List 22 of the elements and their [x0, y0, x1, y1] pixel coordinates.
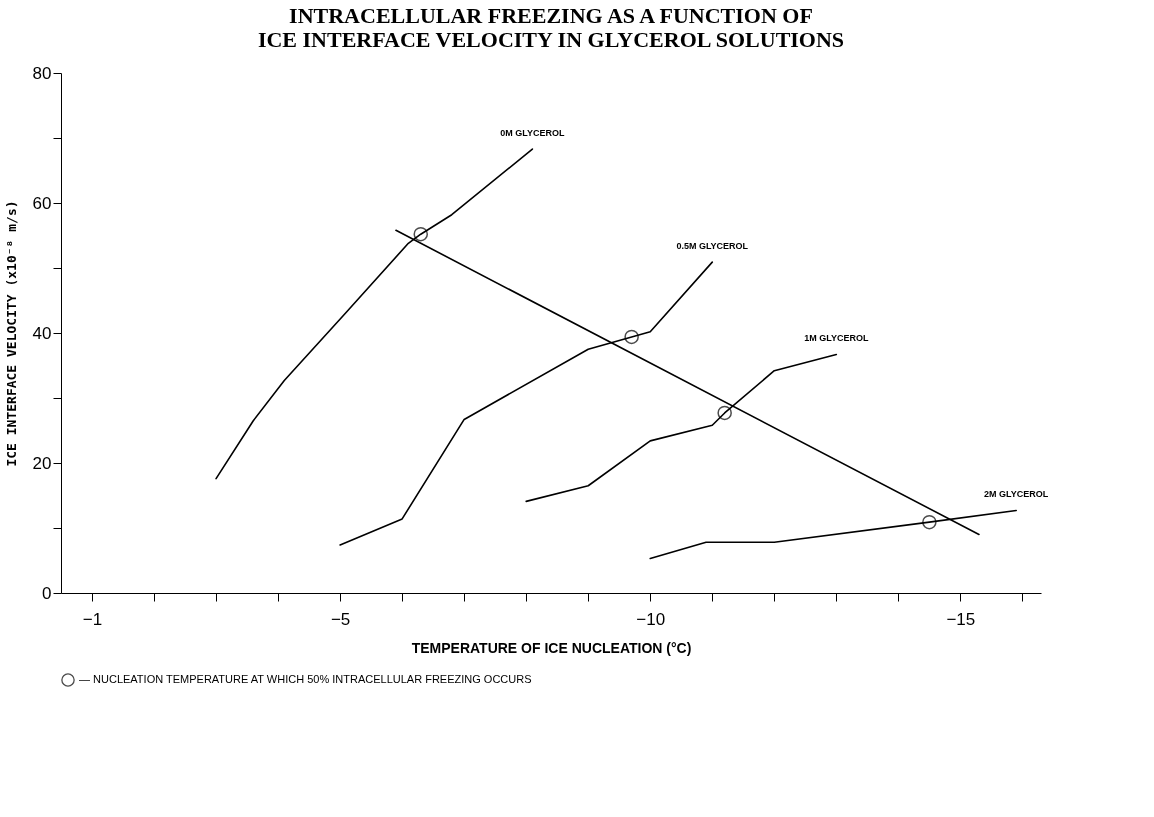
y-axis-title: ICE INTERFACE VELOCITY (x10⁻⁸ m/s): [3, 200, 19, 467]
point: [717, 405, 732, 421]
series-label: 0.5M GLYCEROL: [676, 241, 749, 252]
series-label: 0M GLYCEROL: [500, 128, 565, 139]
point: [624, 329, 639, 345]
x-tick-label: −15: [946, 609, 976, 629]
x-axis-title: TEMPERATURE OF ICE NUCLEATION (°C): [411, 639, 692, 656]
x-tick-label: −1: [82, 609, 103, 629]
line-series: [525, 353, 838, 503]
x-tick-label: −10: [636, 609, 666, 629]
legend-label: — NUCLEATION TEMPERATURE AT WHICH 50% INTRACELLULAR FREEZING OCCURS: [79, 673, 532, 685]
y-tick-label: 40: [32, 323, 52, 343]
series-label: 2M GLYCEROL: [984, 489, 1049, 500]
y-tick-label: 60: [32, 193, 52, 213]
series-label: 1M GLYCEROL: [804, 333, 869, 344]
point: [922, 514, 937, 530]
chart-title: INTRACELLULAR FREEZING AS A FUNCTION OF ICE INTERFACE VELOCITY IN GLYCEROL SOLUTIONS: [257, 3, 845, 52]
y-tick-label: 0: [42, 583, 52, 603]
y-tick-label: 80: [32, 63, 52, 83]
point: [413, 226, 429, 242]
y-tick-label: 20: [32, 453, 52, 473]
x-tick-label: −5: [330, 609, 351, 629]
